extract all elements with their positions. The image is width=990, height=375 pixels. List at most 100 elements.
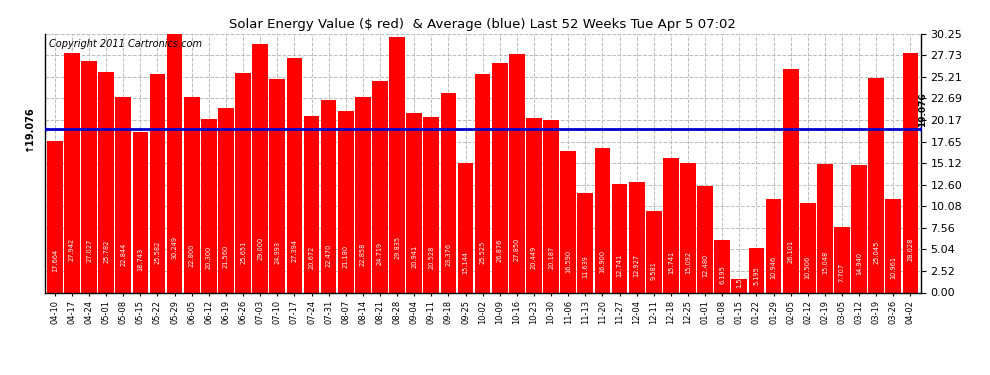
- Bar: [783, 69, 799, 292]
- Text: 25.045: 25.045: [873, 241, 879, 264]
- Bar: [732, 279, 747, 292]
- Bar: [868, 78, 884, 292]
- Bar: [817, 164, 833, 292]
- Text: 10.946: 10.946: [770, 256, 776, 279]
- Text: 5.195: 5.195: [753, 266, 759, 285]
- Bar: [201, 119, 217, 292]
- Text: 25.582: 25.582: [154, 240, 160, 264]
- Text: 22.800: 22.800: [189, 243, 195, 267]
- Text: 14.940: 14.940: [856, 252, 862, 274]
- Bar: [800, 202, 816, 292]
- Text: 17.664: 17.664: [51, 249, 57, 272]
- Bar: [286, 58, 302, 292]
- Bar: [218, 108, 234, 292]
- Bar: [166, 34, 182, 292]
- Text: 28.028: 28.028: [908, 238, 914, 261]
- Bar: [526, 118, 542, 292]
- Text: 25.782: 25.782: [103, 240, 109, 264]
- Bar: [424, 117, 440, 292]
- Text: 24.993: 24.993: [274, 241, 280, 264]
- Bar: [98, 72, 114, 292]
- Text: 26.876: 26.876: [497, 239, 503, 262]
- Bar: [544, 120, 559, 292]
- Bar: [851, 165, 867, 292]
- Text: 16.590: 16.590: [565, 250, 571, 273]
- Bar: [645, 210, 661, 292]
- Bar: [612, 183, 628, 292]
- Text: 9.581: 9.581: [650, 261, 656, 280]
- Bar: [457, 163, 473, 292]
- Bar: [149, 74, 165, 292]
- Text: 21.560: 21.560: [223, 244, 229, 268]
- Text: 27.027: 27.027: [86, 239, 92, 262]
- Text: 16.900: 16.900: [599, 249, 606, 273]
- Bar: [577, 193, 593, 292]
- Text: 27.394: 27.394: [291, 239, 297, 262]
- Text: 6.195: 6.195: [719, 265, 726, 284]
- Bar: [406, 113, 422, 292]
- Bar: [680, 164, 696, 292]
- Bar: [236, 73, 250, 292]
- Text: 21.180: 21.180: [343, 245, 348, 268]
- Bar: [389, 37, 405, 292]
- Bar: [509, 54, 525, 292]
- Bar: [355, 97, 370, 292]
- Bar: [697, 186, 713, 292]
- Bar: [252, 45, 268, 292]
- Text: 1.577: 1.577: [737, 269, 742, 288]
- Text: 15.144: 15.144: [462, 251, 468, 274]
- Bar: [560, 151, 576, 292]
- Text: 24.719: 24.719: [377, 242, 383, 264]
- Bar: [595, 148, 610, 292]
- Text: 27.942: 27.942: [69, 238, 75, 261]
- Bar: [748, 248, 764, 292]
- Text: 29.000: 29.000: [257, 237, 263, 260]
- Text: 25.525: 25.525: [479, 240, 486, 264]
- Text: 20.528: 20.528: [429, 246, 435, 269]
- Bar: [903, 53, 919, 292]
- Text: ↑19.076: ↑19.076: [24, 106, 34, 152]
- Text: 12.480: 12.480: [702, 254, 708, 277]
- Bar: [492, 63, 508, 292]
- Bar: [715, 240, 730, 292]
- Text: 29.835: 29.835: [394, 236, 400, 259]
- Text: 12.927: 12.927: [634, 254, 640, 277]
- Text: 10.506: 10.506: [805, 256, 811, 279]
- Bar: [47, 141, 62, 292]
- Text: 15.048: 15.048: [822, 251, 828, 274]
- Text: 15.741: 15.741: [668, 251, 674, 274]
- Bar: [304, 116, 320, 292]
- Bar: [441, 93, 456, 292]
- Text: 19.076: 19.076: [918, 92, 927, 127]
- Text: 20.672: 20.672: [309, 245, 315, 269]
- Text: 20.941: 20.941: [411, 245, 417, 268]
- Title: Solar Energy Value ($ red)  & Average (blue) Last 52 Weeks Tue Apr 5 07:02: Solar Energy Value ($ red) & Average (bl…: [230, 18, 736, 31]
- Text: Copyright 2011 Cartronics.com: Copyright 2011 Cartronics.com: [49, 39, 202, 49]
- Text: 22.470: 22.470: [326, 243, 332, 267]
- Text: 26.101: 26.101: [788, 240, 794, 263]
- Text: 25.651: 25.651: [240, 240, 247, 264]
- Bar: [835, 226, 849, 292]
- Bar: [885, 199, 901, 292]
- Text: 12.741: 12.741: [617, 254, 623, 277]
- Bar: [269, 79, 285, 292]
- Text: 27.850: 27.850: [514, 238, 520, 261]
- Text: 20.300: 20.300: [206, 246, 212, 269]
- Bar: [475, 74, 490, 292]
- Bar: [116, 97, 131, 292]
- Text: 15.092: 15.092: [685, 251, 691, 274]
- Text: 7.707: 7.707: [839, 263, 845, 282]
- Bar: [338, 111, 353, 292]
- Bar: [765, 199, 781, 292]
- Text: 22.844: 22.844: [120, 243, 127, 267]
- Bar: [184, 98, 200, 292]
- Text: 23.376: 23.376: [446, 243, 451, 266]
- Bar: [64, 54, 80, 292]
- Text: 11.639: 11.639: [582, 255, 588, 278]
- Bar: [629, 182, 644, 292]
- Text: 20.449: 20.449: [531, 246, 537, 269]
- Text: 18.743: 18.743: [138, 248, 144, 271]
- Bar: [133, 132, 148, 292]
- Bar: [372, 81, 388, 292]
- Text: 10.961: 10.961: [890, 256, 896, 279]
